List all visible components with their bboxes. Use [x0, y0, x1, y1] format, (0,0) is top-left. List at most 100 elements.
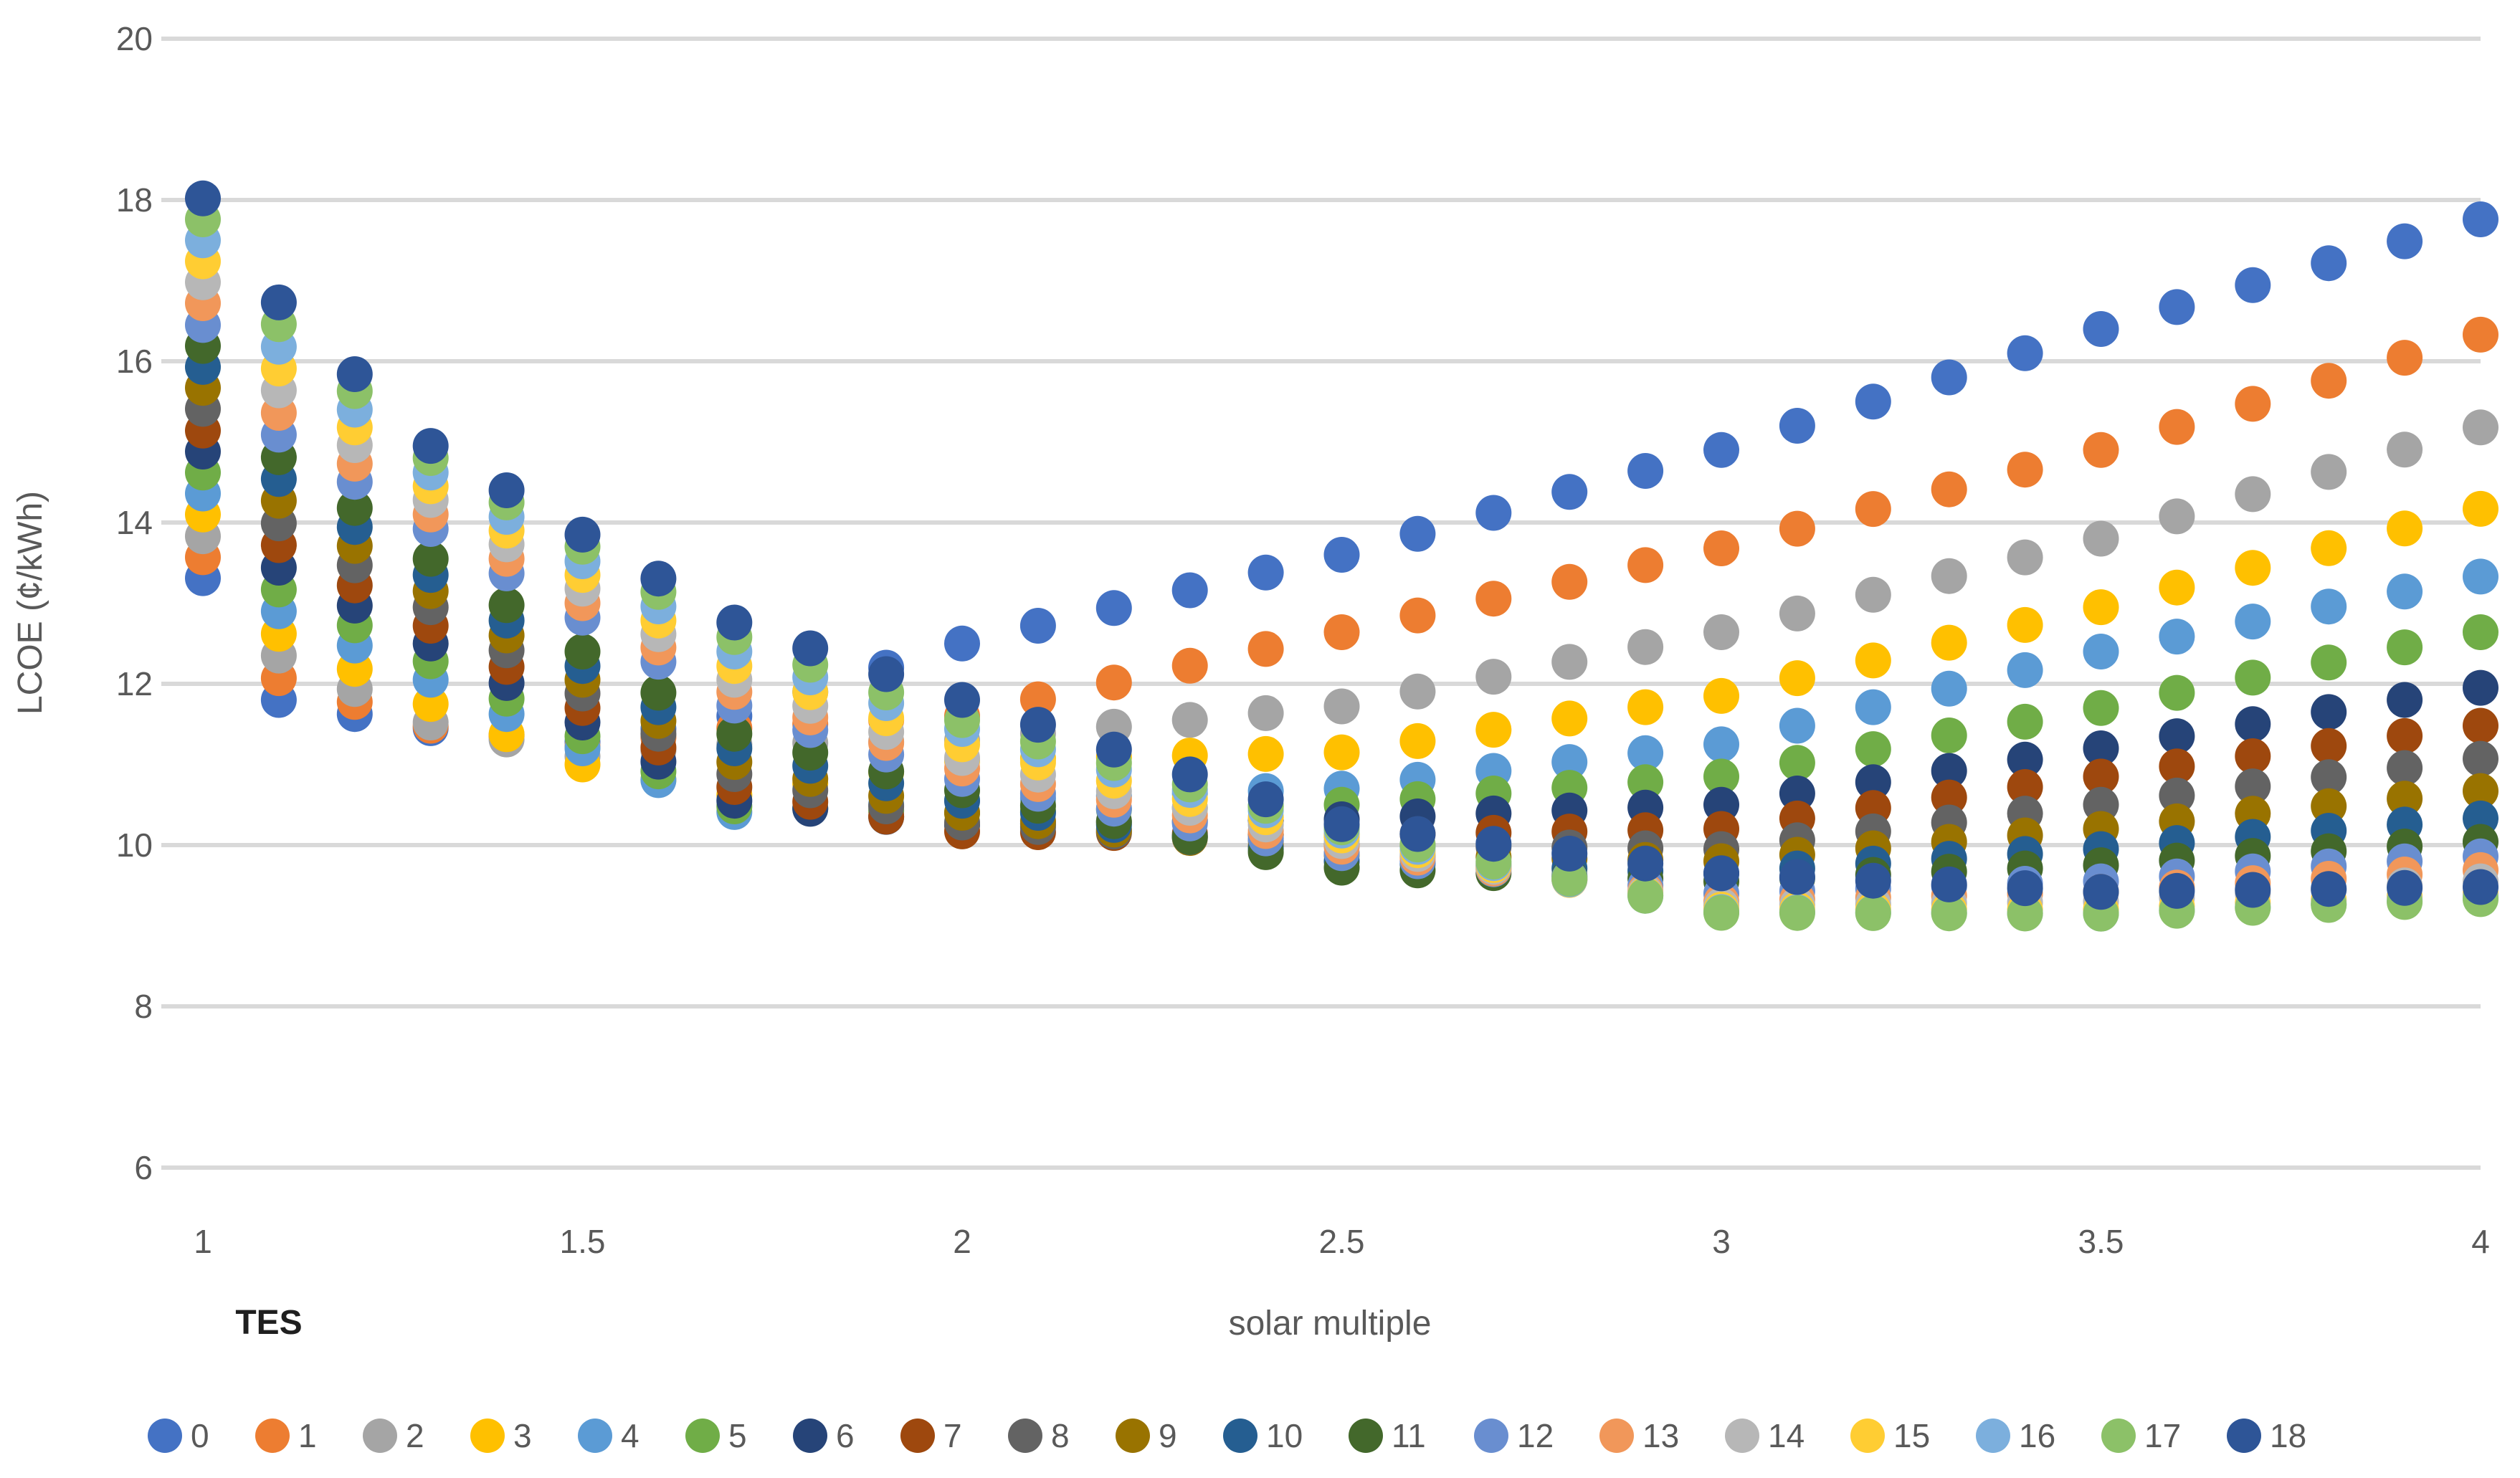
scatter-dot-tes-18 — [2159, 872, 2195, 909]
legend-item-tes-10: 10 — [1223, 1417, 1303, 1454]
scatter-dot-tes-3 — [1475, 712, 1512, 748]
scatter-dot-tes-17 — [1779, 895, 1815, 931]
scatter-dot-tes-1 — [1475, 581, 1512, 617]
scatter-dot-tes-7 — [2007, 769, 2043, 805]
x-tick-label: 2 — [953, 1223, 971, 1260]
scatter-dot-tes-18 — [564, 516, 601, 553]
scatter-dot-tes-4 — [1855, 689, 1891, 725]
scatter-dot-tes-0 — [1475, 495, 1512, 531]
scatter-dot-tes-1 — [1171, 647, 1208, 684]
legend-label: 7 — [943, 1417, 962, 1454]
y-tick-label: 12 — [116, 665, 153, 702]
legend-item-tes-1: 1 — [255, 1417, 317, 1454]
scatter-dot-tes-18 — [1551, 835, 1588, 872]
scatter-dot-tes-6 — [2007, 741, 2043, 778]
y-axis-title: LCOE (¢/kWh) — [11, 491, 49, 715]
scatter-dot-tes-1 — [1551, 563, 1588, 600]
scatter-dot-tes-4 — [1931, 670, 1967, 707]
scatter-dot-tes-0 — [1095, 590, 1132, 626]
scatter-dot-tes-3 — [1399, 723, 1436, 759]
scatter-dot-tes-2 — [2007, 539, 2043, 576]
legend-label: 12 — [1517, 1417, 1554, 1454]
scatter-dot-tes-6 — [1779, 776, 1815, 811]
scatter-dot-tes-2 — [1703, 614, 1739, 650]
scatter-dot-tes-17 — [2007, 895, 2043, 932]
scatter-dot-tes-17 — [1627, 877, 1664, 914]
legend-label: 11 — [1392, 1417, 1426, 1454]
scatter-dot-tes-4 — [1703, 726, 1739, 763]
legend-label: 13 — [1642, 1417, 1679, 1454]
scatter-dot-tes-18 — [1247, 781, 1284, 818]
gridlines — [161, 37, 2481, 1170]
scatter-dot-tes-3 — [2235, 550, 2271, 586]
scatter-dot-tes-4 — [2159, 619, 2195, 655]
scatter-dot-tes-6 — [2159, 718, 2195, 755]
scatter-dot-tes-0 — [1931, 359, 1967, 396]
x-tick-label: 1 — [194, 1223, 212, 1260]
legend-marker — [1008, 1419, 1042, 1453]
legend-marker — [2227, 1419, 2261, 1453]
legend-marker — [1474, 1419, 1508, 1453]
scatter-dot-tes-18 — [2311, 871, 2347, 907]
y-tick-label: 10 — [116, 826, 153, 864]
scatter-dot-tes-1 — [1019, 681, 1056, 717]
scatter-dot-tes-1 — [1703, 530, 1739, 566]
y-tick-label: 8 — [134, 988, 153, 1025]
scatter-dot-tes-0 — [2387, 223, 2423, 259]
legend-item-tes-2: 2 — [363, 1417, 424, 1454]
scatter-dot-tes-11 — [640, 674, 677, 711]
scatter-dot-tes-0 — [1551, 474, 1588, 510]
scatter-dot-tes-3 — [2387, 510, 2423, 547]
scatter-dot-tes-3 — [1931, 624, 1967, 661]
legend-item-tes-4: 4 — [578, 1417, 639, 1454]
scatter-dot-tes-7 — [2311, 728, 2347, 764]
scatter-dot-tes-9 — [2463, 773, 2498, 809]
scatter-dot-tes-0 — [1779, 408, 1815, 444]
y-tick-label: 6 — [134, 1149, 153, 1186]
scatter-dot-tes-5 — [2083, 690, 2119, 726]
scatter-dot-tes-4 — [1627, 735, 1664, 771]
scatter-dot-tes-18 — [1019, 707, 1056, 743]
scatter-dot-tes-1 — [1247, 631, 1284, 667]
legend-marker — [1976, 1419, 2010, 1453]
scatter-dot-tes-5 — [1931, 717, 1967, 753]
x-tick-label: 3 — [1712, 1223, 1731, 1260]
scatter-dot-tes-8 — [2387, 750, 2423, 786]
legend-marker — [1725, 1419, 1759, 1453]
scatter-dot-tes-7 — [1931, 779, 1967, 816]
scatter-dot-tes-11 — [716, 715, 753, 752]
scatter-dot-tes-5 — [2235, 659, 2271, 696]
scatter-dot-tes-3 — [1703, 677, 1739, 714]
scatter-dot-tes-1 — [1399, 597, 1436, 634]
scatter-dot-tes-7 — [2083, 758, 2119, 795]
legend-marker — [1223, 1419, 1257, 1453]
scatter-dot-tes-11 — [564, 634, 601, 669]
scatter-dot-tes-18 — [944, 682, 980, 718]
scatter-dot-tes-8 — [2311, 759, 2347, 796]
legend-label: 3 — [513, 1417, 532, 1454]
legend: 0 1 2 3 4 5 6 7 8 9 10 11 12 13 14 15 16 17 18 — [148, 1417, 2306, 1454]
scatter-dot-tes-1 — [2463, 316, 2498, 353]
scatter-dot-tes-17 — [1551, 860, 1588, 897]
y-tick-label: 20 — [116, 20, 153, 57]
scatter-dot-tes-1 — [2083, 432, 2119, 468]
scatter-dot-tes-6 — [2387, 682, 2423, 718]
scatter-dot-tes-6 — [2083, 730, 2119, 766]
legend-item-tes-0: 0 — [148, 1417, 209, 1454]
scatter-dot-tes-0 — [1171, 572, 1208, 609]
scatter-dot-tes-7 — [2463, 707, 2498, 744]
scatter-dot-tes-0 — [2235, 267, 2271, 303]
scatter-dots — [185, 180, 2498, 932]
legend-marker — [793, 1419, 827, 1453]
scatter-dot-tes-3 — [2463, 490, 2498, 527]
legend-item-tes-7: 7 — [900, 1417, 962, 1454]
scatter-dot-tes-3 — [1855, 642, 1891, 679]
scatter-dot-tes-0 — [1019, 608, 1056, 644]
scatter-dot-tes-18 — [488, 472, 525, 508]
scatter-dot-tes-18 — [868, 656, 905, 692]
scatter-dot-tes-0 — [944, 625, 980, 662]
scatter-dot-tes-18 — [260, 284, 297, 320]
legend-marker — [363, 1419, 397, 1453]
